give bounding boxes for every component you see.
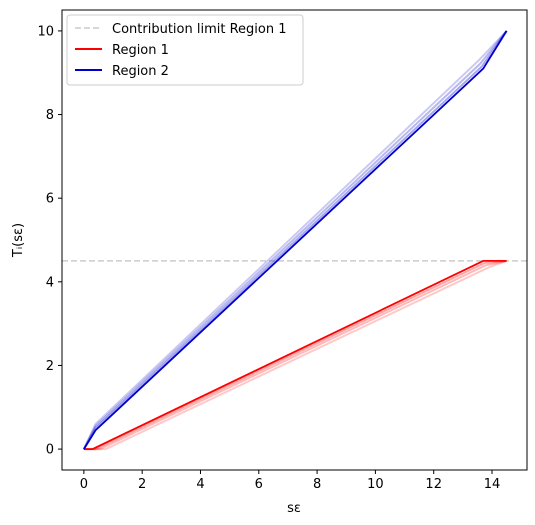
series-line-region-2 <box>83 30 508 450</box>
y-axis-label: Tᵢ(sε) <box>11 223 26 258</box>
axis-ticks: 0 2 4 6 8 10 12 14 0 2 4 6 8 10 <box>37 24 500 492</box>
x-axis-label: sε <box>287 501 301 516</box>
x-tick-label: 6 <box>255 477 263 492</box>
y-tick-label: 6 <box>46 192 54 207</box>
plot-area <box>62 30 527 451</box>
x-tick-label: 4 <box>196 477 204 492</box>
legend-label-limit: Contribution limit Region 1 <box>112 22 286 37</box>
legend-label-region2: Region 2 <box>112 64 169 79</box>
legend: Contribution limit Region 1 Region 1 Reg… <box>66 14 304 86</box>
legend-box <box>66 14 304 86</box>
series-line-region-1 <box>83 260 507 450</box>
x-tick-label: 10 <box>367 477 384 492</box>
axes-frame <box>61 9 528 471</box>
legend-label-region1: Region 1 <box>112 43 169 58</box>
variant-line-region1-2 <box>83 259 507 451</box>
y-tick-label: 4 <box>46 275 54 290</box>
y-tick-label: 2 <box>46 359 54 374</box>
variant-line-region2-1 <box>82 30 508 450</box>
y-tick-label: 10 <box>37 24 54 39</box>
y-tick-label: 8 <box>46 108 54 123</box>
x-tick-label: 0 <box>80 477 88 492</box>
variant-line-region2-2 <box>82 30 508 450</box>
y-tick-label: 0 <box>46 443 54 458</box>
x-tick-label: 14 <box>484 477 501 492</box>
x-tick-label: 2 <box>138 477 146 492</box>
x-tick-label: 12 <box>425 477 442 492</box>
x-tick-label: 8 <box>313 477 321 492</box>
